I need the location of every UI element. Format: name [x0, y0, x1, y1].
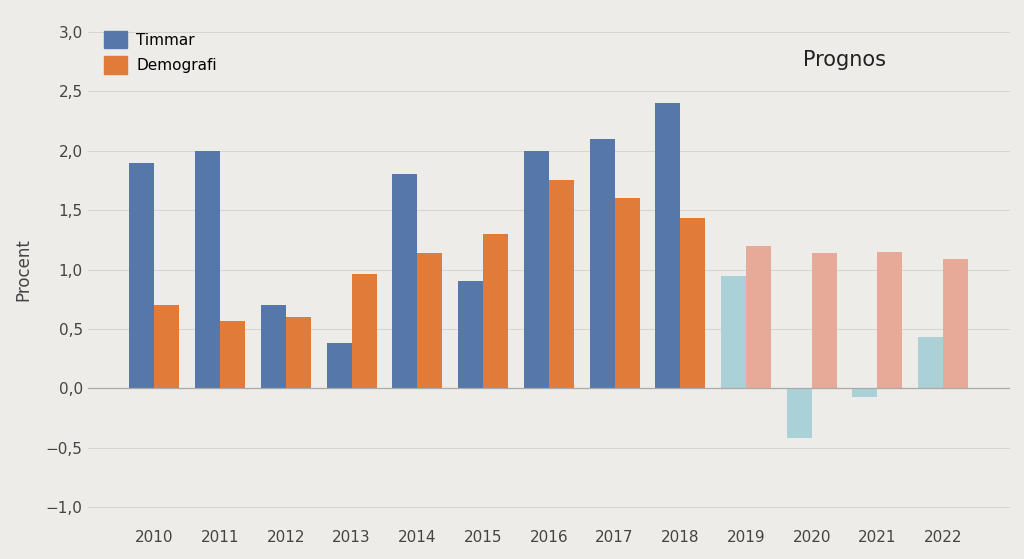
Bar — [614, 198, 640, 389]
Bar — [220, 321, 245, 389]
Bar — [655, 103, 680, 389]
Bar — [786, 389, 812, 438]
Bar — [351, 274, 377, 389]
Bar — [919, 337, 943, 389]
Text: Prognos: Prognos — [803, 50, 886, 69]
Bar — [286, 317, 311, 389]
Bar — [327, 343, 351, 389]
Bar — [721, 276, 746, 389]
Y-axis label: Procent: Procent — [14, 238, 32, 301]
Bar — [155, 305, 179, 389]
Bar — [129, 163, 155, 389]
Bar — [853, 389, 878, 397]
Bar — [483, 234, 508, 389]
Bar — [878, 252, 902, 389]
Bar — [392, 174, 418, 389]
Legend: Timmar, Demografi: Timmar, Demografi — [95, 22, 226, 83]
Bar — [524, 150, 549, 389]
Bar — [458, 282, 483, 389]
Bar — [590, 139, 614, 389]
Bar — [261, 305, 286, 389]
Bar — [418, 253, 442, 389]
Bar — [812, 253, 837, 389]
Bar — [943, 259, 968, 389]
Bar — [196, 150, 220, 389]
Bar — [680, 219, 706, 389]
Bar — [746, 246, 771, 389]
Bar — [549, 181, 573, 389]
